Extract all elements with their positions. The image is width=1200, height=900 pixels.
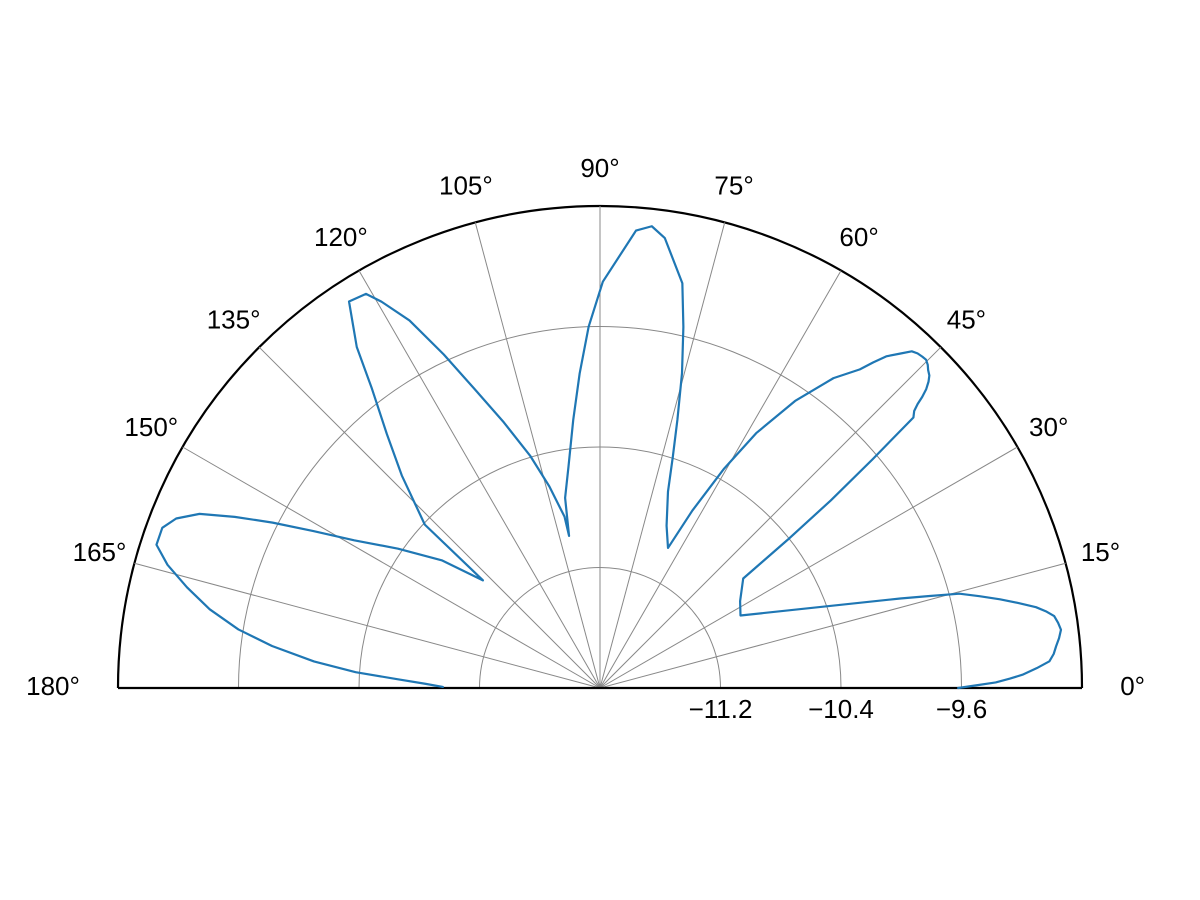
svg-text:180°: 180° — [26, 671, 80, 701]
svg-text:−9.6: −9.6 — [936, 694, 987, 724]
svg-text:30°: 30° — [1029, 412, 1068, 442]
svg-text:15°: 15° — [1081, 537, 1120, 567]
svg-text:−10.4: −10.4 — [808, 694, 874, 724]
svg-text:135°: 135° — [207, 304, 261, 334]
svg-text:105°: 105° — [439, 170, 493, 200]
svg-text:90°: 90° — [580, 153, 619, 183]
svg-text:150°: 150° — [124, 412, 178, 442]
svg-text:−11.2: −11.2 — [689, 694, 753, 724]
svg-text:60°: 60° — [839, 222, 878, 252]
svg-text:0°: 0° — [1120, 671, 1145, 701]
svg-text:165°: 165° — [73, 537, 127, 567]
svg-text:45°: 45° — [947, 304, 986, 334]
svg-text:75°: 75° — [714, 170, 753, 200]
svg-text:120°: 120° — [314, 222, 368, 252]
